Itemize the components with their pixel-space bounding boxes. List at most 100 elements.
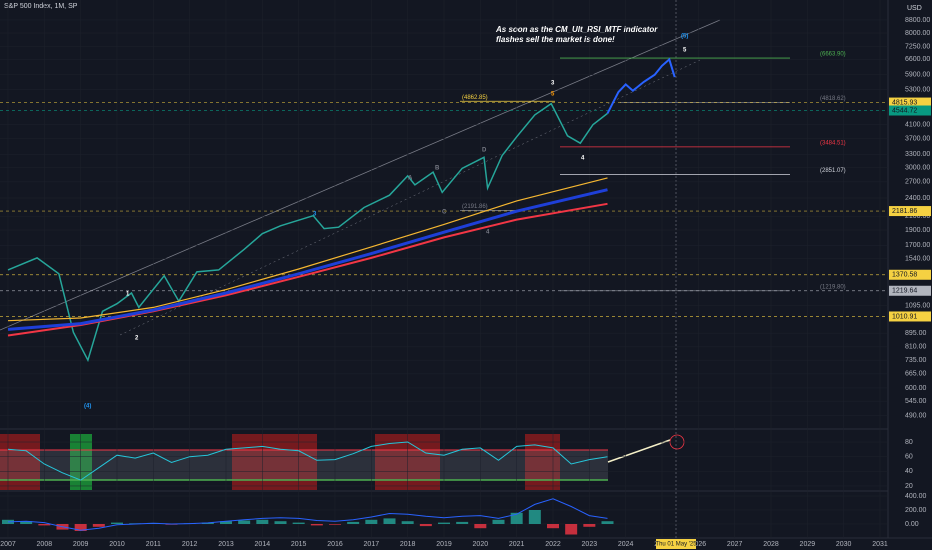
x-tick-label: 2023 <box>582 541 598 548</box>
x-tick-label: 2019 <box>436 541 452 548</box>
histogram-bar <box>256 519 269 524</box>
arrow <box>607 439 671 463</box>
x-tick-label: 2026 <box>691 541 707 548</box>
y-tick-label: 8800.00 <box>905 17 930 24</box>
y-tick-label: 3700.00 <box>905 136 930 143</box>
y-tick-label: 400.00 <box>905 493 927 500</box>
wave-label: A <box>408 176 413 182</box>
histogram-bar <box>20 521 33 524</box>
y-tick-label: 810.00 <box>905 344 927 351</box>
y-tick-label: 1095.00 <box>905 302 930 309</box>
wave-label: 5 <box>683 48 687 54</box>
series-line <box>7 177 608 322</box>
price-tag <box>889 311 931 322</box>
wave-label: 4 <box>486 230 490 236</box>
wave-label: D <box>482 148 487 154</box>
y-tick-label: 60 <box>905 454 913 461</box>
y-tick-label: 490.00 <box>905 413 927 420</box>
histogram-bar <box>547 523 560 529</box>
wave-label: 1 <box>126 292 130 298</box>
histogram-bar <box>238 520 251 524</box>
histogram-bar <box>1 519 14 524</box>
histogram-bar <box>401 521 414 524</box>
price-tag-label: 4544.72 <box>892 107 917 114</box>
x-tick-label: 2024 <box>618 541 634 548</box>
wave-label: C <box>442 210 447 216</box>
x-tick-label: 2010 <box>109 541 125 548</box>
price-tag <box>889 269 931 280</box>
y-tick-label: 20 <box>905 483 913 490</box>
level-label: (4862.85) <box>462 95 488 101</box>
wave-label: 5 <box>551 92 555 98</box>
y-tick-label: 5900.00 <box>905 72 930 79</box>
histogram-bar <box>565 523 578 535</box>
wave-label: (4) <box>84 404 91 410</box>
annotation: flashes sell the market is done! <box>496 35 615 44</box>
price-tag-label: 1219.64 <box>892 288 917 295</box>
histogram-bar <box>383 518 396 524</box>
y-tick-label: 735.00 <box>905 357 927 364</box>
price-tag-label: 2181.86 <box>892 208 917 215</box>
histogram-bar <box>456 521 469 524</box>
x-tick-label: 2029 <box>800 541 816 548</box>
y-tick-label: 2100.00 <box>905 213 930 220</box>
symbol-title: S&P 500 Index, 1M, SP <box>4 3 78 10</box>
y-tick-label: 545.00 <box>905 398 927 405</box>
x-tick-label: 2014 <box>255 541 271 548</box>
y-tick-label: 2700.00 <box>905 179 930 186</box>
series-line <box>7 102 608 363</box>
x-tick-label: 2027 <box>727 541 743 548</box>
level-label: (1219.80) <box>820 284 846 290</box>
histogram-bar <box>438 522 450 524</box>
y-tick-label: 1700.00 <box>905 242 930 249</box>
channel-line <box>119 59 701 336</box>
x-tick-label: 2020 <box>473 541 489 548</box>
wave-label: (5) <box>681 34 688 40</box>
channel-line <box>0 19 721 331</box>
level-label: (4818.62) <box>820 96 846 102</box>
histogram-bar <box>510 512 523 524</box>
histogram-bar <box>528 509 541 524</box>
wave-label: 3 <box>551 81 555 87</box>
x-tick-label: 2017 <box>364 541 380 548</box>
x-tick-label: 2022 <box>545 541 561 548</box>
histogram-bar <box>347 521 360 524</box>
y-tick-label: 1540.00 <box>905 256 930 263</box>
y-tick-label: 3000.00 <box>905 164 930 171</box>
y-tick-label: 40 <box>905 468 913 475</box>
y-tick-label: 80 <box>905 439 913 446</box>
histogram-bar <box>292 522 305 524</box>
x-tick-label: 2007 <box>0 541 16 548</box>
y-tick-label: 8000.00 <box>905 30 930 37</box>
price-tag <box>889 206 931 217</box>
y-tick-label: 665.00 <box>905 371 927 378</box>
x-tick-label: 2028 <box>763 541 779 548</box>
y-tick-label: 3300.00 <box>905 151 930 158</box>
rsi-highlights <box>0 434 685 490</box>
series-line <box>7 498 608 531</box>
series-line <box>606 57 676 114</box>
x-tick-label: 2012 <box>182 541 198 548</box>
rsi-band <box>0 450 608 480</box>
crosshair-label: Thu 01 May '25 <box>655 542 697 548</box>
x-tick-label: 2009 <box>73 541 89 548</box>
wave-label: B <box>435 166 440 172</box>
histogram-bar <box>92 523 105 527</box>
histogram-bar <box>38 523 51 526</box>
histogram-bar <box>419 523 432 527</box>
price-tag-label: 1370.58 <box>892 272 917 279</box>
wave-label: 3 <box>313 212 317 218</box>
histogram-bar <box>583 523 596 527</box>
y-tick-label: 5300.00 <box>905 86 930 93</box>
histogram-bar <box>365 519 378 524</box>
price-tag <box>889 105 931 116</box>
y-tick-label: 895.00 <box>905 330 927 337</box>
x-tick-label: 2008 <box>37 541 53 548</box>
x-tick-label: 2013 <box>218 541 234 548</box>
level-label: (6663.90) <box>820 52 846 58</box>
y-tick-label: 4100.00 <box>905 121 930 128</box>
histogram-bar <box>74 523 87 531</box>
histogram-bar <box>274 521 287 524</box>
y-tick-label: 600.00 <box>905 385 927 392</box>
